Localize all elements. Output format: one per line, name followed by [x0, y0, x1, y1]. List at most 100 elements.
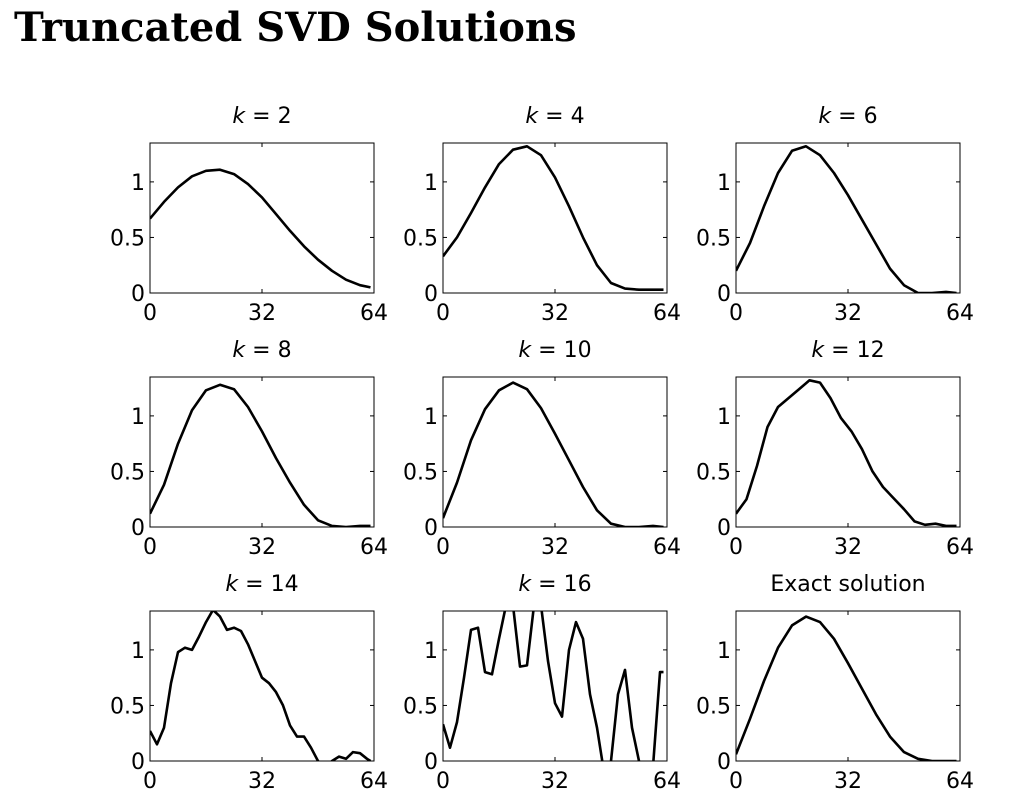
x-tick-label: 0 — [729, 301, 743, 326]
y-tick-label: 0.5 — [696, 694, 731, 719]
subplot-8: k = 16 0 32 64 0 0.5 1 — [403, 572, 681, 794]
y-tick-label: 0.5 — [110, 694, 145, 719]
x-tick-label: 32 — [834, 301, 862, 326]
y-tick-label: 1 — [717, 405, 731, 430]
subplot-title-value: = 4 — [538, 104, 584, 129]
subplot-4: k = 8 0 32 64 0 0.5 1 — [110, 338, 388, 560]
y-tick-label: 0 — [131, 750, 145, 775]
x-tick-label: 32 — [541, 535, 569, 560]
axes-frame — [442, 376, 668, 528]
subplot-title: k = 14 — [225, 572, 298, 597]
y-tick-label: 0.5 — [696, 226, 731, 251]
subplot-title: k = 10 — [518, 338, 591, 363]
y-tick-label: 0.5 — [696, 460, 731, 485]
subplot-title-variable: k — [232, 104, 246, 129]
x-tick-label: 64 — [653, 769, 681, 794]
subplot-title-variable: k — [225, 572, 239, 597]
x-tick-label: 32 — [541, 301, 569, 326]
axes-frame — [735, 142, 961, 294]
subplot-title: k = 16 — [518, 572, 591, 597]
x-tick-label: 0 — [143, 535, 157, 560]
x-tick-label: 64 — [946, 301, 974, 326]
series-line — [150, 168, 371, 289]
subplot-title: k = 2 — [232, 104, 291, 129]
series-line — [150, 611, 372, 761]
x-tick-label: 32 — [834, 535, 862, 560]
series-line — [736, 145, 957, 293]
subplot-3: k = 6 0 32 64 0 0.5 1 — [696, 104, 974, 326]
y-tick-label: 1 — [131, 405, 145, 430]
y-tick-label: 1 — [131, 639, 145, 664]
axes-frame — [442, 142, 668, 294]
subplot-title-variable: k — [232, 338, 246, 363]
x-tick-label: 32 — [541, 769, 569, 794]
axes-frame — [149, 610, 375, 762]
x-tick-label: 0 — [729, 769, 743, 794]
y-tick-label: 1 — [131, 171, 145, 196]
y-tick-label: 0.5 — [110, 460, 145, 485]
subplot-title-variable: k — [525, 104, 539, 129]
axes-frame — [735, 610, 961, 762]
subplot-5: k = 10 0 32 64 0 0.5 1 — [403, 338, 681, 560]
series-line — [736, 615, 957, 761]
x-tick-label: 0 — [143, 301, 157, 326]
subplot-title-variable: k — [818, 104, 832, 129]
x-tick-label: 32 — [248, 535, 276, 560]
y-tick-label: 1 — [424, 639, 438, 664]
subplot-1: k = 2 0 32 64 0 0.5 1 — [110, 104, 388, 326]
series-line — [736, 379, 957, 527]
y-tick-label: 0 — [717, 750, 731, 775]
subplot-title-value: = 14 — [238, 572, 298, 597]
x-tick-label: 64 — [946, 769, 974, 794]
axes-frame — [149, 142, 375, 294]
subplot-title-value: = 8 — [245, 338, 291, 363]
y-tick-label: 0 — [131, 516, 145, 541]
y-tick-label: 0 — [424, 750, 438, 775]
y-tick-label: 1 — [424, 171, 438, 196]
subplot-title: k = 12 — [811, 338, 884, 363]
subplot-title: k = 4 — [525, 104, 584, 129]
axes-frame — [735, 376, 961, 528]
y-tick-label: 0.5 — [403, 226, 438, 251]
subplot-title-value: = 2 — [245, 104, 291, 129]
series-line — [443, 381, 664, 527]
series-line — [443, 611, 664, 761]
y-tick-label: 0 — [717, 516, 731, 541]
y-tick-label: 0 — [424, 282, 438, 307]
subplot-title-variable: k — [518, 338, 532, 363]
x-tick-label: 0 — [143, 769, 157, 794]
subplot-2: k = 4 0 32 64 0 0.5 1 — [403, 104, 681, 326]
subplot-title-value: Exact solution — [770, 572, 925, 597]
x-tick-label: 0 — [436, 769, 450, 794]
x-tick-label: 0 — [436, 535, 450, 560]
y-tick-label: 0.5 — [403, 460, 438, 485]
x-tick-label: 32 — [248, 301, 276, 326]
series-line — [443, 145, 664, 291]
subplot-title-value: = 16 — [531, 572, 591, 597]
page-title: Truncated SVD Solutions — [14, 4, 577, 51]
y-tick-label: 1 — [717, 171, 731, 196]
subplot-title-value: = 6 — [831, 104, 877, 129]
x-tick-label: 32 — [834, 769, 862, 794]
subplot-title-value: = 10 — [531, 338, 591, 363]
subplot-title-variable: k — [811, 338, 825, 363]
y-tick-label: 0.5 — [110, 226, 145, 251]
x-tick-label: 64 — [360, 769, 388, 794]
x-tick-label: 64 — [946, 535, 974, 560]
x-tick-label: 64 — [360, 301, 388, 326]
x-tick-label: 64 — [653, 301, 681, 326]
subplot-9: Exact solution 0 32 64 0 0.5 1 — [696, 572, 974, 794]
y-tick-label: 0.5 — [403, 694, 438, 719]
x-tick-label: 0 — [729, 535, 743, 560]
subplot-title: Exact solution — [770, 572, 925, 597]
y-tick-label: 0 — [424, 516, 438, 541]
series-line — [150, 383, 371, 527]
x-tick-label: 64 — [653, 535, 681, 560]
subplot-title-value: = 12 — [824, 338, 884, 363]
y-tick-label: 0 — [717, 282, 731, 307]
y-tick-label: 1 — [424, 405, 438, 430]
axes-frame — [149, 376, 375, 528]
x-tick-label: 0 — [436, 301, 450, 326]
subplot-6: k = 12 0 32 64 0 0.5 1 — [696, 338, 974, 560]
